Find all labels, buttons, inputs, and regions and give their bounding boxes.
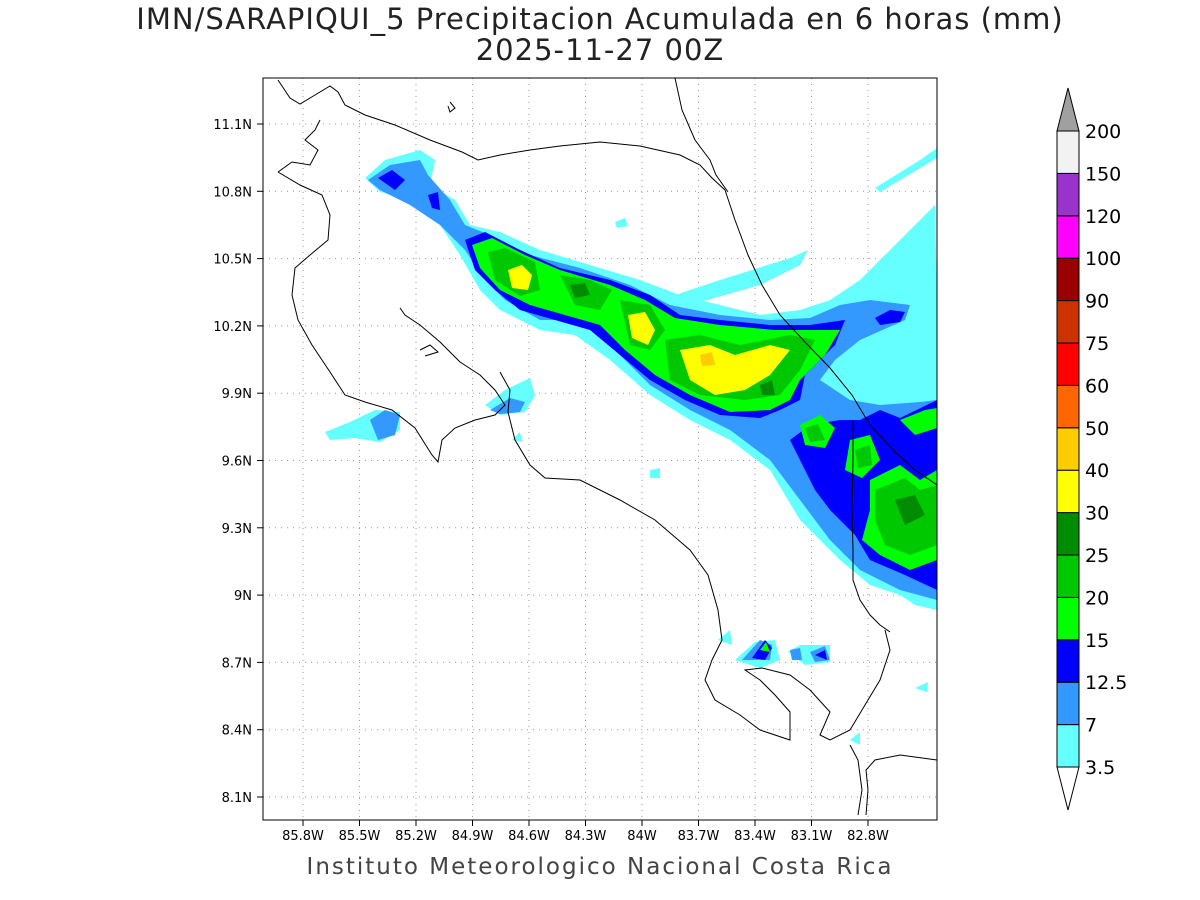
- colorbar-swatch: [1056, 469, 1080, 514]
- lon-tick-label: 83.7W: [678, 829, 720, 844]
- colorbar-label: 150: [1085, 163, 1121, 185]
- colorbar-swatch: [1056, 172, 1080, 217]
- lat-tick-label: 11.1N: [213, 118, 252, 133]
- lat-tick-label: 8.1N: [222, 791, 252, 806]
- colorbar-label: 25: [1085, 545, 1109, 567]
- gridlines: [263, 78, 937, 820]
- lat-tick-label: 9N: [234, 589, 252, 604]
- coastlines: [277, 78, 937, 816]
- colorbar-label: 100: [1085, 248, 1121, 270]
- colorbar-label: 7: [1085, 715, 1097, 737]
- lon-tick-label: 85.5W: [339, 829, 381, 844]
- colorbar-label: 90: [1085, 291, 1109, 313]
- colorbar-label: 3.5: [1085, 757, 1115, 779]
- colorbar-under-triangle: [1056, 766, 1080, 811]
- colorbar-label: 15: [1085, 630, 1109, 652]
- colorbar-over-triangle: [1056, 87, 1080, 132]
- precip-7-12.5: [368, 160, 937, 662]
- colorbar-swatch: [1056, 681, 1080, 726]
- lon-tick-label: 84.3W: [565, 829, 607, 844]
- lat-tick-label: 10.8N: [213, 185, 252, 200]
- colorbar-swatch: [1056, 130, 1080, 174]
- colorbar-swatch: [1056, 384, 1080, 429]
- lon-tick-label: 82.8W: [847, 829, 889, 844]
- map-title: IMN/SARAPIQUI_5 Precipitacion Acumulada …: [136, 2, 1064, 36]
- colorbar-label: 30: [1085, 503, 1109, 525]
- lat-tick-label: 8.4N: [222, 724, 252, 739]
- lat-tick-label: 9.9N: [222, 387, 252, 402]
- lat-tick-label: 8.7N: [222, 656, 252, 671]
- colorbar-swatch: [1056, 724, 1080, 768]
- lat-tick-label: 10.2N: [213, 320, 252, 335]
- lon-tick-label: 84.6W: [508, 829, 550, 844]
- lon-tick-label: 84W: [627, 829, 657, 844]
- colorbar-label: 75: [1085, 333, 1109, 355]
- lon-tick-label: 83.1W: [791, 829, 833, 844]
- colorbar-swatch: [1056, 512, 1080, 556]
- map-subtitle: 2025-11-27 00Z: [475, 33, 725, 67]
- colorbar: 3.5 7 12.5 15 20 25 30 40 50 60 75 90 100 120 150 200: [1056, 87, 1127, 811]
- colorbar-swatch: [1056, 215, 1080, 259]
- colorbar-label: 20: [1085, 587, 1109, 609]
- colorbar-label: 200: [1085, 121, 1121, 143]
- lon-tick-label: 83.4W: [734, 829, 776, 844]
- lat-tick-label: 9.3N: [222, 522, 252, 537]
- precip-25-30: [570, 283, 925, 525]
- precip-40-50: [700, 352, 715, 366]
- precipitation-field: [325, 148, 937, 745]
- colorbar-swatch: [1056, 596, 1080, 641]
- colorbar-label: 50: [1085, 418, 1109, 440]
- colorbar-swatch: [1056, 427, 1080, 471]
- colorbar-label: 40: [1085, 460, 1109, 482]
- colorbar-label: 120: [1085, 206, 1121, 228]
- colorbar-swatch: [1056, 257, 1080, 302]
- lat-tick-label: 9.6N: [222, 455, 252, 470]
- colorbar-label: 60: [1085, 375, 1109, 397]
- lon-tick-label: 84.9W: [452, 829, 494, 844]
- footer-credit: Instituto Meteorologico Nacional Costa R…: [306, 854, 894, 880]
- colorbar-swatch: [1056, 342, 1080, 386]
- map-frame: [262, 77, 938, 821]
- colorbar-swatch: [1056, 639, 1080, 683]
- lon-tick-label: 85.8W: [282, 829, 324, 844]
- axis-ticks: 85.8W 85.5W 85.2W 84.9W 84.6W 84.3W 84W 83.7W 83…: [213, 118, 889, 844]
- colorbar-label: 12.5: [1085, 672, 1127, 694]
- lat-tick-label: 10.5N: [213, 253, 252, 268]
- lon-tick-label: 85.2W: [395, 829, 437, 844]
- colorbar-swatch: [1056, 554, 1080, 598]
- colorbar-swatch: [1056, 300, 1080, 344]
